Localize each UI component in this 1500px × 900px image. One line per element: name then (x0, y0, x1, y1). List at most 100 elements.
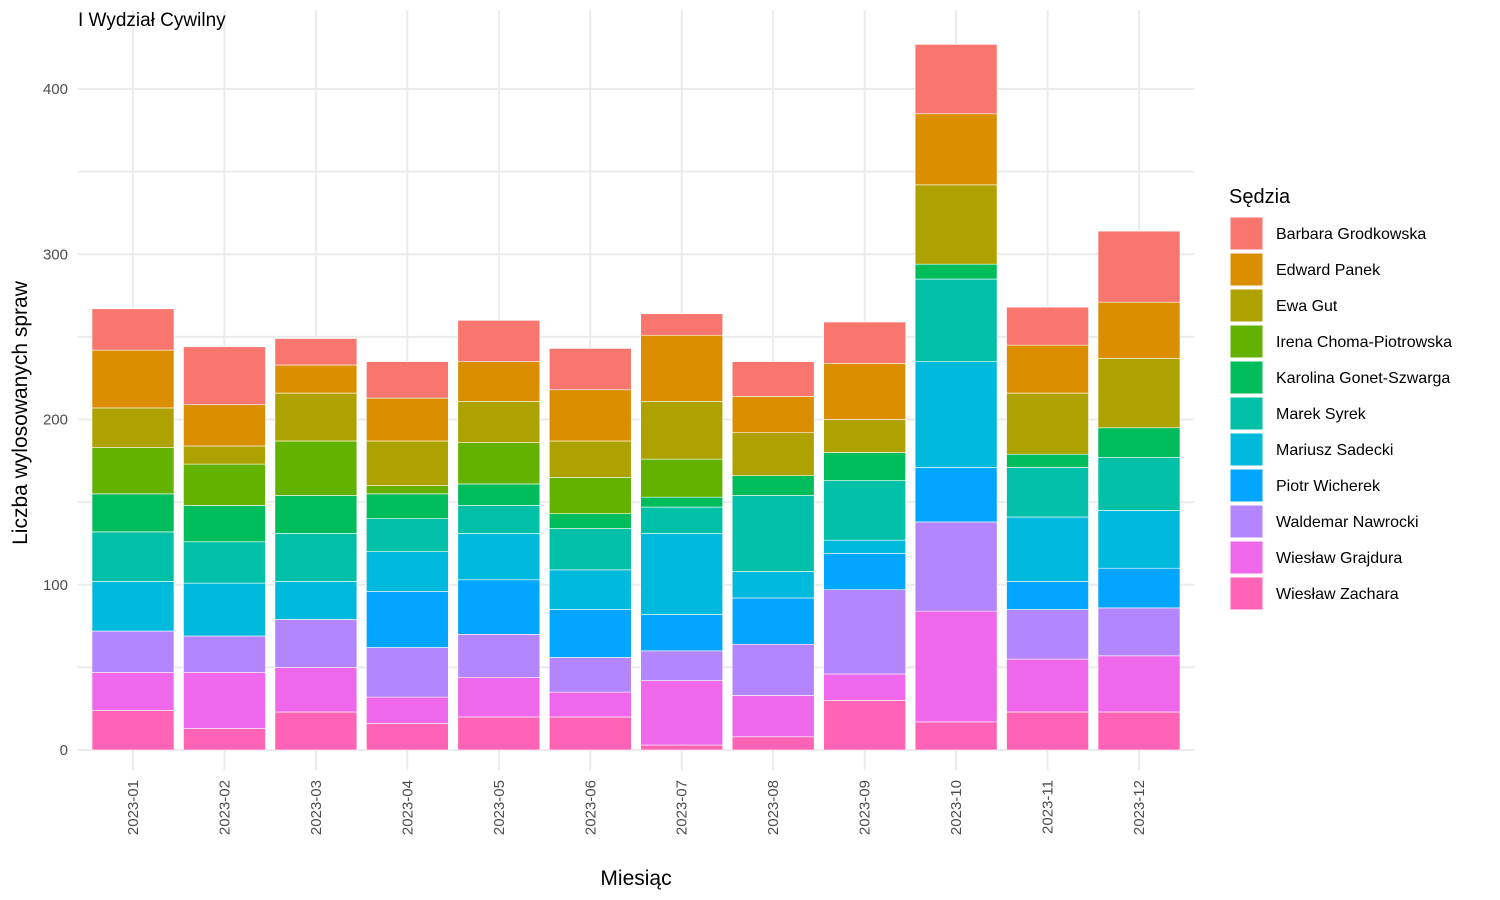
bar-segment (366, 518, 449, 553)
bar-segment (274, 619, 358, 668)
bar-segment (548, 440, 632, 478)
bar-segment (731, 495, 815, 572)
bar-segment (1006, 711, 1089, 751)
bar-segment (731, 361, 815, 397)
bar-segment (914, 521, 998, 612)
x-tick-label: 2023-04 (399, 780, 416, 835)
bar-stack (548, 348, 632, 751)
bar-segment (914, 361, 998, 468)
bar-segment (1097, 457, 1181, 511)
bars-layer (91, 44, 1181, 751)
bar-stack (1006, 306, 1089, 751)
bar-segment (183, 346, 266, 405)
bar-segment (366, 397, 449, 442)
x-tick-label: 2023-12 (1131, 780, 1148, 835)
bar-segment (91, 531, 175, 582)
bar-segment (274, 711, 358, 751)
bar-segment (274, 667, 358, 713)
bar-segment (823, 589, 906, 675)
bar-segment (731, 571, 815, 599)
legend-label: Marek Syrek (1276, 406, 1367, 423)
bar-segment (457, 533, 541, 581)
bar-segment (1006, 344, 1089, 394)
bar-stack (366, 361, 449, 751)
bar-segment (548, 528, 632, 571)
legend-title: Sędzia (1229, 186, 1291, 208)
bar-segment (457, 320, 541, 362)
bar-segment (274, 581, 358, 620)
bar-segment (366, 591, 449, 648)
bar-segment (914, 263, 998, 280)
bar-stack (183, 346, 266, 751)
legend-label: Barbara Grodkowska (1276, 226, 1426, 243)
legend-item: Waldemar Nawrocki (1229, 504, 1419, 539)
x-tick-label: 2023-05 (491, 780, 508, 835)
bar-stack (731, 361, 815, 751)
bar-segment (731, 432, 815, 476)
x-tick-label: 2023-10 (948, 780, 965, 835)
legend-label: Mariusz Sadecki (1276, 442, 1393, 459)
bar-stack (914, 44, 998, 751)
bar-segment (457, 579, 541, 635)
bar-segment (1006, 467, 1089, 518)
bar-segment (183, 505, 266, 543)
bar-segment (91, 447, 175, 495)
bar-segment (1097, 510, 1181, 569)
bar-segment (457, 505, 541, 534)
x-tick-label: 2023-07 (674, 780, 691, 835)
x-tick-label: 2023-11 (1040, 780, 1057, 834)
bar-segment (823, 452, 906, 481)
bar-segment (823, 419, 906, 453)
legend-label: Irena Choma-Piotrowska (1276, 334, 1452, 351)
bar-segment (457, 361, 541, 402)
bar-segment (183, 404, 266, 447)
bar-segment (91, 710, 175, 751)
y-tick-label: 300 (43, 246, 68, 263)
bar-segment (91, 672, 175, 711)
bar-segment (640, 496, 724, 508)
legend-item: Wiesław Grajdura (1229, 540, 1402, 575)
y-axis-title: Liczba wylosowanych spraw (9, 280, 32, 545)
legend-key (1229, 360, 1264, 395)
bar-segment (640, 334, 724, 402)
bar-stack (457, 320, 541, 751)
bar-segment (640, 506, 724, 534)
bar-segment (823, 700, 906, 751)
x-axis-title: Miesiąc (600, 867, 671, 890)
bar-segment (640, 680, 724, 746)
bar-segment (366, 647, 449, 698)
bar-segment (731, 736, 815, 751)
legend-item: Marek Syrek (1229, 396, 1367, 431)
bar-segment (274, 338, 358, 366)
bar-segment (640, 744, 724, 751)
bar-segment (548, 513, 632, 529)
bar-stack (91, 308, 175, 751)
bar-segment (914, 721, 998, 751)
bar-segment (731, 643, 815, 696)
bar-segment (731, 475, 815, 496)
legend-item: Piotr Wicherek (1229, 468, 1381, 503)
bar-segment (640, 401, 724, 460)
legend-key (1229, 468, 1264, 503)
bar-segment (914, 113, 998, 186)
bar-segment (823, 539, 906, 554)
bar-segment (91, 493, 175, 533)
bar-segment (274, 440, 358, 496)
bar-segment (823, 673, 906, 701)
bar-segment (914, 184, 998, 265)
bar-segment (457, 401, 541, 443)
bar-segment (1006, 516, 1089, 582)
bar-segment (823, 480, 906, 541)
bar-segment (183, 463, 266, 506)
bar-segment (548, 609, 632, 658)
bar-segment (1006, 453, 1089, 468)
bar-segment (91, 407, 175, 448)
bar-segment (914, 610, 998, 723)
bar-segment (457, 676, 541, 718)
chart-title: I Wydział Cywilny (78, 10, 226, 31)
bar-segment (91, 581, 175, 632)
legend-label: Piotr Wicherek (1276, 478, 1381, 495)
bar-segment (1097, 655, 1181, 713)
bar-stack (823, 321, 906, 751)
legend: Sędzia Barbara Grodkowska Edward Panek Ewa… (1229, 186, 1452, 611)
